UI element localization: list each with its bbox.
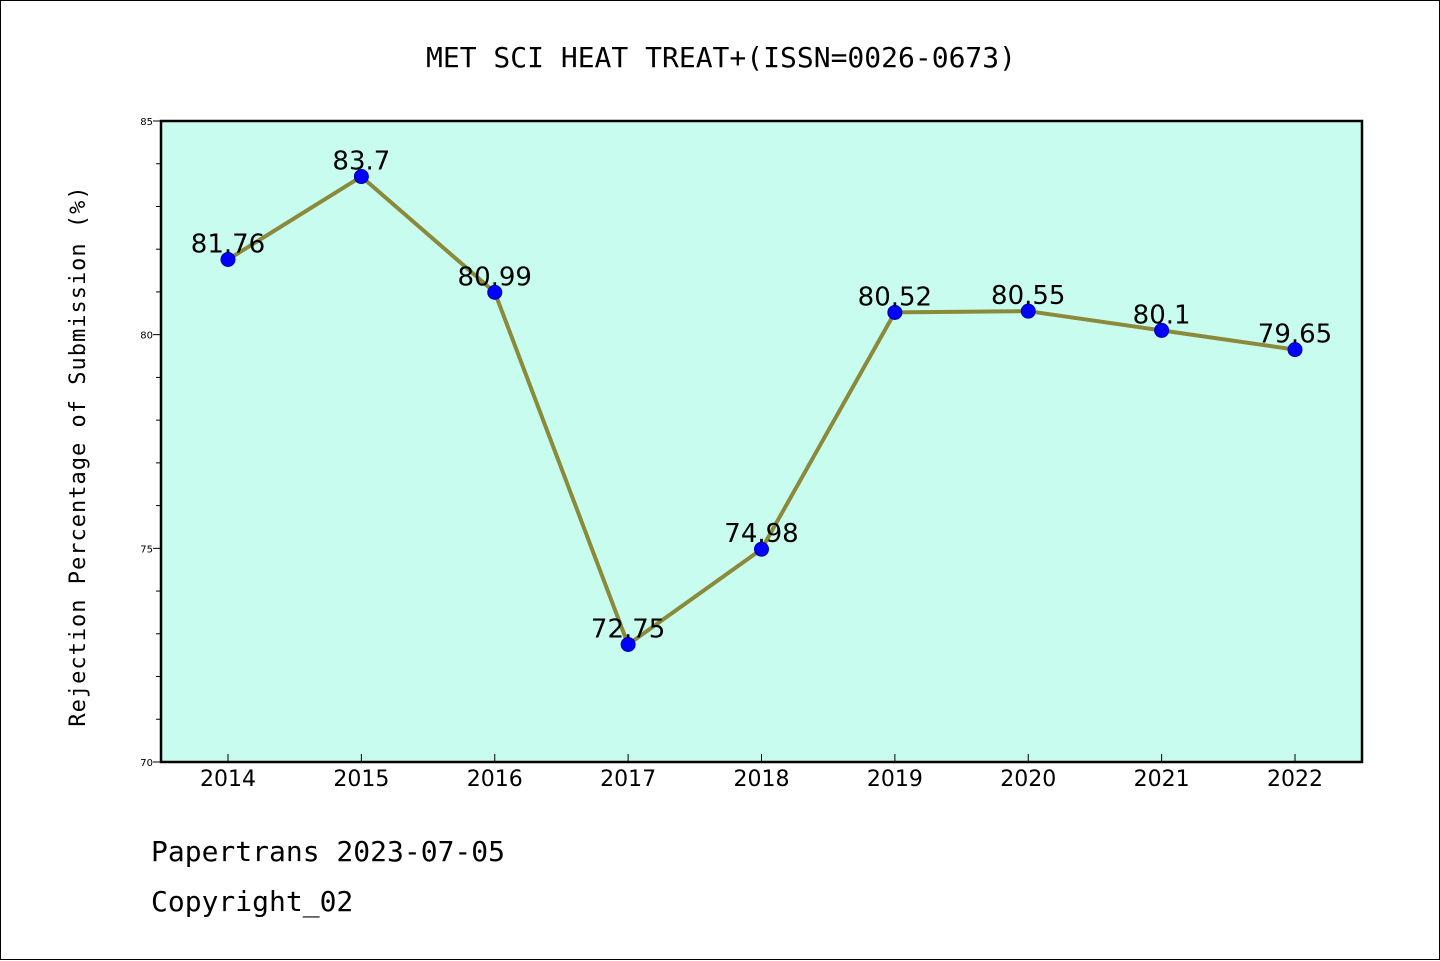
x-axis: 2014 2015 2016 2017 2018 2019 2020 2021 2022 [200,754,1323,792]
source-caption: Papertrans 2023-07-05 [151,835,506,868]
data-point [487,284,503,300]
x-tick-label: 2019 [867,767,923,792]
data-label: 80.52 [858,282,932,312]
y-tick-label: 80 [140,331,153,342]
x-tick-label: 2017 [600,767,656,792]
data-label: 72.75 [591,614,665,644]
data-labels: 81.76 83.7 80.99 72.75 74.98 80.52 80.55 80.1 79… [191,147,1332,645]
y-tick-label: 75 [140,544,153,555]
x-tick-label: 2021 [1134,767,1190,792]
data-point [1020,303,1036,319]
data-point [220,251,236,267]
data-point [1154,322,1170,338]
data-label: 81.76 [191,229,265,259]
x-tick-label: 2014 [200,767,256,792]
x-tick-label: 2022 [1267,767,1323,792]
data-label: 79.65 [1258,320,1332,350]
data-point [754,541,769,557]
y-axis: 70 75 80 85 [140,117,161,769]
data-point [353,169,369,185]
x-tick-label: 2016 [467,767,523,792]
x-tick-label: 2018 [734,767,790,792]
data-point [1287,342,1303,358]
data-label: 74.98 [724,519,798,549]
y-axis-label: Rejection Percentage of Submission (%) [66,185,91,726]
data-label: 80.1 [1133,300,1191,330]
data-label: 83.7 [332,147,390,177]
data-point [887,304,903,320]
series-markers [220,169,1303,652]
y-tick-label: 70 [140,758,153,769]
plot-area [159,119,1364,764]
copyright-caption: Copyright_02 [151,885,354,918]
x-tick-label: 2020 [1000,767,1056,792]
chart-title: MET SCI HEAT TREAT+(ISSN=0026-0673) [426,41,1016,74]
x-tick-label: 2015 [333,767,389,792]
data-label: 80.55 [991,281,1065,311]
data-point [620,636,636,652]
y-tick-label: 85 [140,117,153,128]
data-label: 80.99 [458,262,532,292]
